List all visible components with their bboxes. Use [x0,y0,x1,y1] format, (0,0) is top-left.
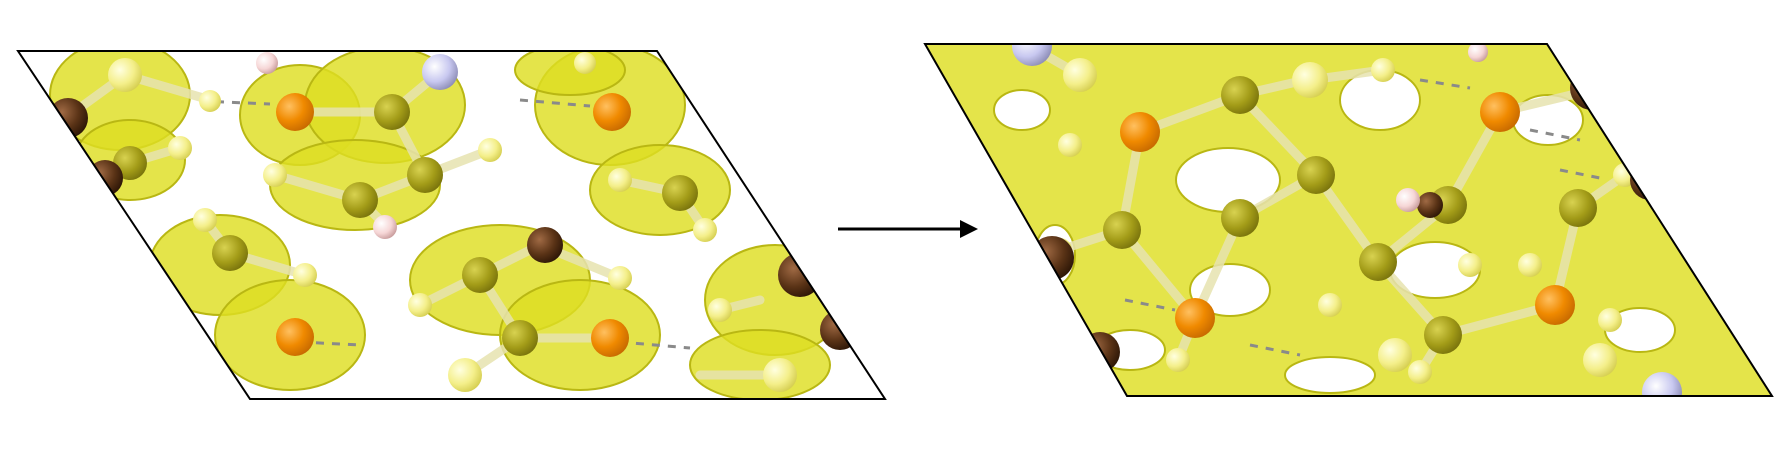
metal-atom [527,227,563,263]
oxygen-atom [276,318,314,356]
light-atom [422,54,458,90]
carbon-atom [1221,76,1259,114]
metal-atom [1080,332,1120,372]
carbon-atom [1359,243,1397,281]
oxygen-atom [593,93,631,131]
hydrogen-atom [574,52,596,74]
hydrogen-atom [478,138,502,162]
hydrogen-atom [1063,58,1097,92]
hydrogen-atom [1408,360,1432,384]
oxygen-atom [1535,285,1575,325]
unit-cell-before [16,50,887,400]
oxygen-atom [1120,112,1160,152]
pink-atom [1396,188,1420,212]
hydrogen-atom [763,358,797,392]
hydrogen-atom [1598,308,1622,332]
pink-atom [1468,44,1488,62]
pink-atom [373,215,397,239]
metal-atom [1030,236,1074,280]
carbon-atom [1221,199,1259,237]
panel-after [923,43,1774,397]
unit-cell-after [923,43,1774,397]
metal-atom [778,253,822,297]
hydrogen-atom [199,90,221,112]
oxygen-atom [591,319,629,357]
hydrogen-atom [608,266,632,290]
carbon-atom [1559,189,1597,227]
light-atom [1012,44,1052,66]
hydrogen-atom [693,218,717,242]
hydrogen-atom [1318,293,1342,317]
hydrogen-atom [193,208,217,232]
hydrogen-atom [263,163,287,187]
hydrogen-atom [168,136,192,160]
hydrogen-atom [708,298,732,322]
hydrogen-atom [1378,338,1412,372]
carbon-atom [342,182,378,218]
hydrogen-atom [1166,348,1190,372]
hydrogen-atom [448,358,482,392]
carbon-atom [1424,316,1462,354]
metal-atom [1630,160,1670,200]
carbon-atom [1103,211,1141,249]
metal-atom [87,160,123,196]
carbon-atom [502,320,538,356]
hydrogen-atom [408,293,432,317]
oxygen-atom [1175,298,1215,338]
atoms-after [1012,44,1682,396]
hydrogen-atom [1058,133,1082,157]
oxygen-atom [276,93,314,131]
hydrogen-atom [1458,253,1482,277]
carbon-atom [462,257,498,293]
oxygen-atom [1480,92,1520,132]
hydrogen-atom [1518,253,1542,277]
hydrogen-atom [1292,62,1328,98]
hydrogen-atom [1371,58,1395,82]
carbon-atom [407,157,443,193]
carbon-atom [212,235,248,271]
pink-atom [256,52,278,74]
hydrogen-atom [293,263,317,287]
dashes-before [199,98,691,350]
hydrogen-atom [108,58,142,92]
hydrogen-atom [1583,343,1617,377]
isosurface-before [49,51,846,399]
carbon-atom [662,175,698,211]
dashes-after [1124,78,1601,357]
metal-atom [1570,66,1614,110]
right-arrow-icon [838,220,978,238]
metal-atom [1417,192,1443,218]
carbon-atom [374,94,410,130]
carbon-atom [1297,156,1335,194]
light-atom [1642,372,1682,396]
hydrogen-atom [608,168,632,192]
panel-before [16,50,887,400]
